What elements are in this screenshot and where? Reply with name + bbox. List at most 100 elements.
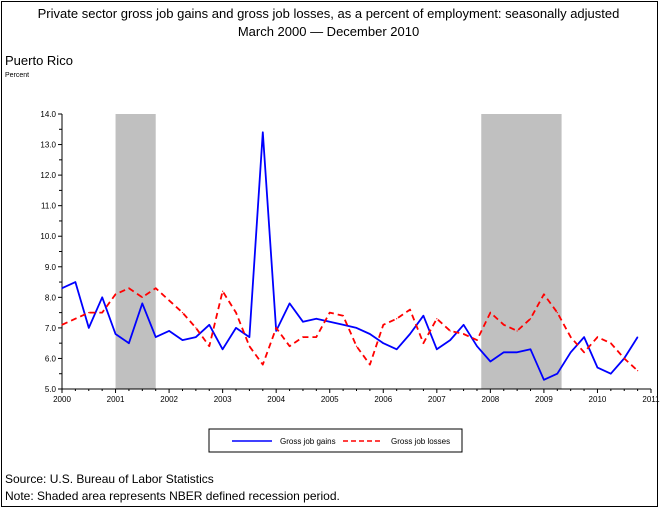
gross-job-gains-point bbox=[396, 348, 398, 350]
gross-job-gains-point bbox=[476, 345, 478, 347]
gross-job-gains-point bbox=[61, 287, 63, 289]
gross-job-losses-point bbox=[583, 351, 585, 353]
gross-job-losses-point bbox=[623, 357, 625, 360]
gross-job-gains-point bbox=[88, 327, 90, 329]
gross-job-gains-point bbox=[128, 342, 130, 344]
gross-job-losses-point bbox=[315, 336, 317, 338]
gross-job-gains-point bbox=[302, 321, 304, 323]
recession-band bbox=[481, 114, 562, 389]
gross-job-gains-point bbox=[315, 318, 317, 320]
gross-job-losses-point bbox=[195, 327, 197, 329]
y-tick-label: 8.0 bbox=[45, 293, 57, 302]
gross-job-gains-line bbox=[61, 131, 639, 381]
gross-job-gains-point bbox=[248, 336, 251, 338]
x-tick-label: 2006 bbox=[374, 395, 392, 404]
y-tick-label: 9.0 bbox=[45, 263, 57, 272]
gross-job-gains-point bbox=[355, 327, 358, 329]
gross-job-gains-point bbox=[409, 333, 411, 335]
gross-job-gains-point bbox=[141, 302, 143, 305]
gross-job-losses-point bbox=[288, 345, 291, 347]
y-tick-label: 10.0 bbox=[40, 232, 56, 241]
gross-job-losses-point bbox=[529, 318, 532, 320]
gross-job-losses-point bbox=[302, 336, 304, 338]
gross-job-losses-line bbox=[61, 287, 639, 372]
y-axis-label: Percent bbox=[5, 72, 30, 79]
gross-job-losses-point bbox=[275, 327, 277, 329]
x-tick-label: 2005 bbox=[321, 395, 339, 404]
legend-gains-label: Gross job gains bbox=[280, 437, 336, 446]
gross-job-losses-point bbox=[208, 345, 210, 347]
axes: 5.0 6.0 7.0 8.0 9.0 10.0 11.0 12.0 13.0 14.0 2000 2… bbox=[40, 110, 660, 404]
gross-job-losses-point bbox=[168, 299, 170, 301]
gross-job-gains-point bbox=[155, 336, 157, 338]
gross-job-gains-point bbox=[570, 351, 572, 353]
y-tick-label: 11.0 bbox=[41, 202, 57, 211]
gross-job-losses-point bbox=[235, 312, 237, 314]
source-note: Source: U.S. Bureau of Labor Statistics bbox=[5, 472, 214, 486]
x-tick-label: 2001 bbox=[107, 395, 125, 404]
gross-job-losses-point bbox=[610, 342, 612, 344]
gross-job-gains-point bbox=[235, 327, 237, 329]
gross-job-losses-point bbox=[74, 318, 76, 320]
y-tick-label: 6.0 bbox=[45, 354, 57, 363]
y-tick-label: 13.0 bbox=[40, 141, 56, 150]
gross-job-losses-point bbox=[61, 324, 63, 326]
gross-job-losses-point bbox=[114, 293, 117, 295]
gross-job-gains-point bbox=[195, 336, 197, 338]
gross-job-gains-point bbox=[556, 373, 558, 375]
gross-job-gains-point bbox=[462, 324, 465, 326]
chart-subtitle: March 2000 — December 2010 bbox=[237, 24, 420, 39]
gross-job-gains-point bbox=[422, 315, 425, 317]
gross-job-gains-point bbox=[114, 333, 117, 335]
gross-job-gains-point bbox=[222, 348, 224, 350]
x-tick-label: 2011 bbox=[642, 395, 660, 404]
gross-job-gains-point bbox=[382, 342, 384, 344]
gross-job-losses-point bbox=[476, 339, 478, 341]
gross-job-gains-point bbox=[74, 281, 76, 283]
gross-job-gains-point bbox=[583, 336, 585, 338]
gross-job-losses-point bbox=[141, 296, 143, 298]
gross-job-losses-point bbox=[596, 336, 599, 338]
gross-job-gains-point bbox=[168, 330, 170, 332]
x-tick-label: 2008 bbox=[481, 395, 499, 404]
gross-job-gains-point bbox=[543, 379, 545, 381]
x-tick-label: 2007 bbox=[428, 395, 446, 404]
gross-job-losses-point bbox=[462, 333, 465, 335]
gross-job-losses-point bbox=[570, 336, 572, 338]
gross-job-losses-point bbox=[88, 312, 90, 314]
gross-job-gains-point bbox=[288, 302, 291, 305]
gross-job-gains-point bbox=[449, 339, 451, 341]
gross-job-losses-point bbox=[128, 287, 130, 289]
x-tick-label: 2004 bbox=[267, 395, 285, 404]
gross-job-losses-point bbox=[422, 342, 425, 344]
gross-job-losses-point bbox=[222, 290, 224, 292]
y-tick-label: 5.0 bbox=[45, 385, 57, 394]
gross-job-losses-point bbox=[248, 345, 251, 347]
x-tick-label: 2009 bbox=[535, 395, 553, 404]
gross-job-gains-point bbox=[436, 348, 438, 350]
gross-job-gains-point bbox=[329, 321, 331, 323]
gross-job-losses-point bbox=[543, 293, 545, 295]
series-lines bbox=[61, 131, 639, 381]
gross-job-losses-point bbox=[396, 318, 398, 320]
gross-job-losses-point bbox=[556, 312, 558, 314]
y-tick-label: 14.0 bbox=[40, 110, 56, 119]
x-tick-label: 2003 bbox=[214, 395, 232, 404]
x-tick-label: 2000 bbox=[53, 395, 71, 404]
gross-job-losses-point bbox=[369, 363, 371, 366]
gross-job-losses-point bbox=[489, 312, 491, 314]
gross-job-gains-point bbox=[489, 360, 491, 363]
gross-job-losses-point bbox=[449, 330, 451, 332]
gross-job-gains-point bbox=[101, 296, 103, 298]
gross-job-losses-point bbox=[262, 363, 264, 366]
gross-job-gains-point bbox=[181, 339, 184, 341]
x-tick-label: 2010 bbox=[589, 395, 607, 404]
y-tick-label: 12.0 bbox=[40, 171, 56, 180]
gross-job-losses-point bbox=[181, 312, 184, 314]
gross-job-losses-point bbox=[436, 318, 438, 320]
gross-job-gains-point bbox=[596, 367, 599, 369]
gross-job-gains-point bbox=[503, 351, 505, 353]
gross-job-losses-point bbox=[516, 330, 518, 332]
gross-job-gains-point bbox=[369, 333, 371, 335]
